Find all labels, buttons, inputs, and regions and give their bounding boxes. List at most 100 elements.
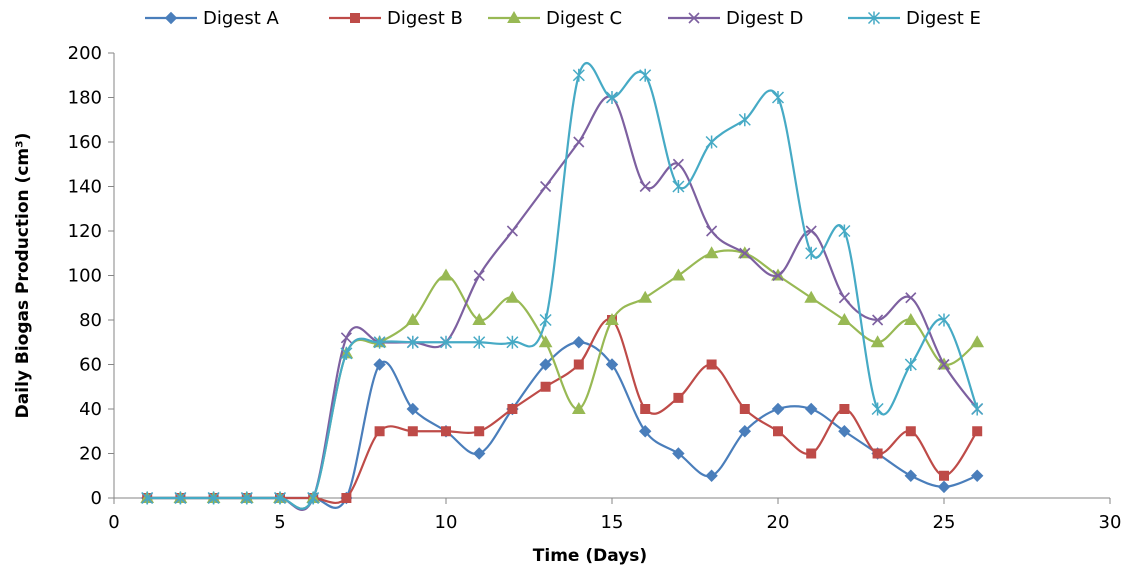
data-point bbox=[904, 358, 917, 371]
series-digest-b bbox=[142, 315, 983, 504]
data-point bbox=[439, 335, 453, 349]
series-line bbox=[147, 318, 979, 504]
y-tick-label: 200 bbox=[68, 43, 102, 64]
data-point bbox=[340, 332, 352, 344]
data-point bbox=[871, 402, 884, 416]
data-point bbox=[505, 290, 520, 303]
series-line bbox=[147, 249, 978, 510]
legend-marker bbox=[164, 11, 178, 25]
data-point bbox=[939, 470, 949, 481]
data-point bbox=[839, 404, 850, 414]
data-point bbox=[771, 402, 785, 416]
data-point bbox=[506, 225, 518, 237]
data-point bbox=[405, 312, 420, 325]
data-point bbox=[773, 426, 783, 437]
legend-marker bbox=[350, 13, 360, 23]
data-point bbox=[472, 312, 487, 325]
x-tick-label: 20 bbox=[767, 512, 790, 533]
data-point bbox=[804, 290, 819, 303]
data-point bbox=[970, 335, 985, 348]
data-point bbox=[374, 426, 385, 437]
y-tick-label: 20 bbox=[79, 444, 102, 465]
legend-marker bbox=[867, 11, 881, 25]
data-point bbox=[771, 91, 785, 104]
y-tick-label: 0 bbox=[91, 488, 102, 509]
data-point bbox=[605, 91, 619, 104]
x-tick-label: 10 bbox=[435, 512, 458, 533]
y-tick-label: 180 bbox=[68, 88, 102, 109]
data-point bbox=[240, 491, 253, 505]
y-tick-label: 140 bbox=[68, 177, 102, 198]
data-point bbox=[804, 402, 818, 416]
data-point bbox=[671, 268, 686, 281]
x-tick-label: 5 bbox=[274, 512, 285, 533]
legend-item: Digest B bbox=[329, 8, 463, 29]
legend-item: Digest E bbox=[848, 8, 981, 29]
legend-label: Digest E bbox=[906, 8, 981, 29]
legend-label: Digest B bbox=[387, 8, 463, 29]
data-point bbox=[937, 480, 951, 494]
data-point bbox=[207, 491, 220, 505]
data-point bbox=[738, 113, 751, 127]
data-point bbox=[640, 404, 651, 414]
data-point bbox=[706, 359, 717, 370]
y-tick-label: 60 bbox=[79, 355, 102, 376]
data-point bbox=[739, 404, 750, 414]
data-point bbox=[373, 358, 386, 371]
data-point bbox=[639, 180, 651, 193]
data-point bbox=[406, 335, 419, 349]
data-point bbox=[341, 493, 352, 503]
y-axis-title: Daily Biogas Production (cm³) bbox=[13, 133, 33, 419]
data-point bbox=[472, 447, 486, 460]
data-point bbox=[673, 392, 684, 403]
series-line bbox=[147, 341, 978, 509]
data-point bbox=[441, 426, 451, 437]
axes: 0 20 40 60 80 100 120 140 160 180 200 0 5 10 15 20 25 30 bbox=[68, 43, 1122, 533]
data-point bbox=[805, 225, 817, 237]
x-tick-label: 15 bbox=[601, 512, 624, 533]
legend-label: Digest C bbox=[546, 8, 622, 29]
data-point bbox=[506, 335, 519, 349]
data-point bbox=[705, 135, 718, 149]
data-point bbox=[672, 180, 685, 193]
data-point bbox=[838, 425, 851, 438]
data-point bbox=[838, 224, 851, 238]
data-point bbox=[373, 335, 386, 349]
data-point bbox=[340, 346, 353, 360]
data-point bbox=[439, 268, 453, 281]
legend-marker bbox=[507, 10, 521, 23]
legend-item: Digest A bbox=[145, 8, 280, 29]
data-point bbox=[406, 402, 420, 416]
data-point bbox=[837, 312, 852, 325]
data-point bbox=[672, 447, 685, 460]
data-point bbox=[573, 359, 584, 370]
data-point bbox=[473, 335, 486, 349]
data-point bbox=[872, 314, 884, 326]
data-point bbox=[540, 180, 552, 193]
data-point bbox=[806, 448, 817, 459]
y-tick-label: 100 bbox=[68, 266, 102, 287]
y-tick-label: 40 bbox=[79, 399, 102, 420]
data-point bbox=[573, 136, 585, 148]
y-tick-label: 120 bbox=[68, 221, 102, 242]
data-point bbox=[905, 426, 916, 437]
data-point bbox=[539, 313, 552, 327]
legend-item: Digest D bbox=[668, 8, 803, 29]
data-point bbox=[273, 491, 287, 505]
series-digest-e bbox=[141, 62, 984, 510]
data-point bbox=[903, 312, 918, 325]
data-point bbox=[805, 246, 818, 260]
data-point bbox=[507, 404, 518, 414]
legend: Digest A Digest B Digest C Digest D Digest E bbox=[145, 8, 981, 29]
data-point bbox=[605, 312, 619, 325]
data-point bbox=[141, 491, 154, 505]
data-point bbox=[605, 358, 619, 371]
data-point bbox=[970, 469, 984, 482]
series-line bbox=[147, 95, 979, 511]
y-tick-label: 80 bbox=[79, 310, 102, 331]
data-point bbox=[972, 426, 983, 437]
x-axis-title: Time (Days) bbox=[533, 546, 647, 566]
data-point bbox=[905, 292, 917, 304]
series-digest-d bbox=[141, 91, 983, 511]
